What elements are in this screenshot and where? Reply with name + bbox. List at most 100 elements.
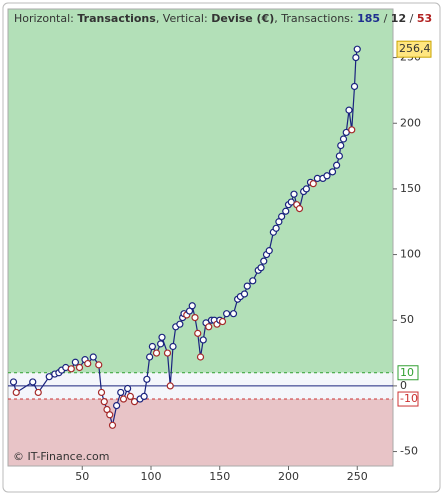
trade-marker [140,392,148,400]
trade-marker [243,282,251,290]
trade-marker [71,358,79,366]
trade-marker [199,336,207,344]
trade-marker [282,207,290,215]
trade-marker [323,172,331,180]
trade-marker [223,310,231,318]
footer: © IT-Finance.com [13,450,110,463]
last-value-box [396,40,432,58]
trade-marker [287,198,295,206]
trade-marker [339,135,348,143]
trade-marker [348,126,356,134]
trade-marker [113,401,121,410]
trade-marker [157,340,165,348]
trade-marker [196,353,205,361]
trade-marker [309,180,317,188]
title-part: / [406,12,417,25]
profit-zone [8,9,393,373]
title-part: , Transactions: [274,12,357,25]
x-tick-label: 100 [141,470,162,483]
trade-marker [229,310,238,318]
trade-marker [95,361,103,369]
trade-marker [290,190,298,198]
trade-marker [350,82,359,91]
trade-marker [152,349,161,357]
last-value-label: 256,4 [399,42,431,55]
threshold-label: -10 [400,392,418,405]
trade-marker [342,128,350,137]
threshold-box [397,365,419,381]
trade-marker [124,384,132,393]
title-part: Horizontal: [14,12,77,25]
trade-marker [260,257,268,265]
trade-marker [166,382,174,390]
trade-marker [158,333,166,341]
title-part: Transactions [77,12,156,25]
threshold-box [397,391,419,407]
trade-marker [126,392,134,400]
trade-marker [278,212,286,221]
trade-marker [176,320,184,328]
trade-marker [130,398,139,406]
trade-marker [194,329,202,337]
trade-marker [148,342,156,351]
trade-marker [146,353,154,361]
trade-marker [29,378,37,386]
chart-title: Horizontal: Transactions, Vertical: Devi… [14,12,432,25]
x-tick-label: 200 [278,470,299,483]
trade-marker [34,388,42,397]
x-tick-label: 50 [75,470,89,483]
trade-marker [353,45,361,53]
trade-marker [84,359,92,368]
y-tick-label: -50 [400,445,418,458]
trade-marker [205,323,213,331]
trade-marker [163,349,172,357]
trade-marker [272,224,280,232]
trade-marker [100,398,108,406]
trade-marker [89,353,97,361]
trade-marker [352,53,360,62]
trade-marker [143,375,151,383]
trade-marker [337,141,345,150]
trade-marker [333,161,341,169]
title-part: , Vertical: [156,12,211,25]
trade-marker [240,290,249,298]
title-part: 185 [357,12,380,25]
y-tick-label: 150 [400,182,421,195]
y-tick-label: 100 [400,248,421,261]
trade-marker [249,277,257,285]
y-tick-label: 200 [400,116,421,129]
trade-marker [169,342,177,351]
y-tick-label: 50 [400,313,414,326]
trade-marker [75,363,84,372]
trade-marker [218,317,227,326]
title-part: Devise (€) [211,12,274,25]
trade-marker [257,264,265,272]
plot-border [7,8,394,467]
loss-zone [8,399,393,466]
threshold-label: 10 [400,366,414,379]
trade-marker [302,185,310,193]
trade-marker [345,106,353,114]
x-tick-label: 150 [209,470,230,483]
trade-marker [106,411,114,419]
title-part: / [380,12,391,25]
trade-marker [45,373,53,381]
trade-marker [108,421,117,429]
trade-marker [97,388,106,397]
trade-marker [188,302,196,310]
title-part: 53 [417,12,432,25]
trade-marker [67,365,75,373]
trade-marker [119,395,128,403]
y-tick-label: 0 [400,379,407,392]
trade-marker [191,314,199,322]
trade-marker [9,378,18,386]
trade-marker [12,388,20,397]
trade-marker [117,388,125,397]
title-part: 12 [391,12,406,25]
trade-marker [265,247,273,255]
trade-marker [328,168,337,176]
trade-marker [295,205,304,213]
trade-marker [335,152,343,160]
